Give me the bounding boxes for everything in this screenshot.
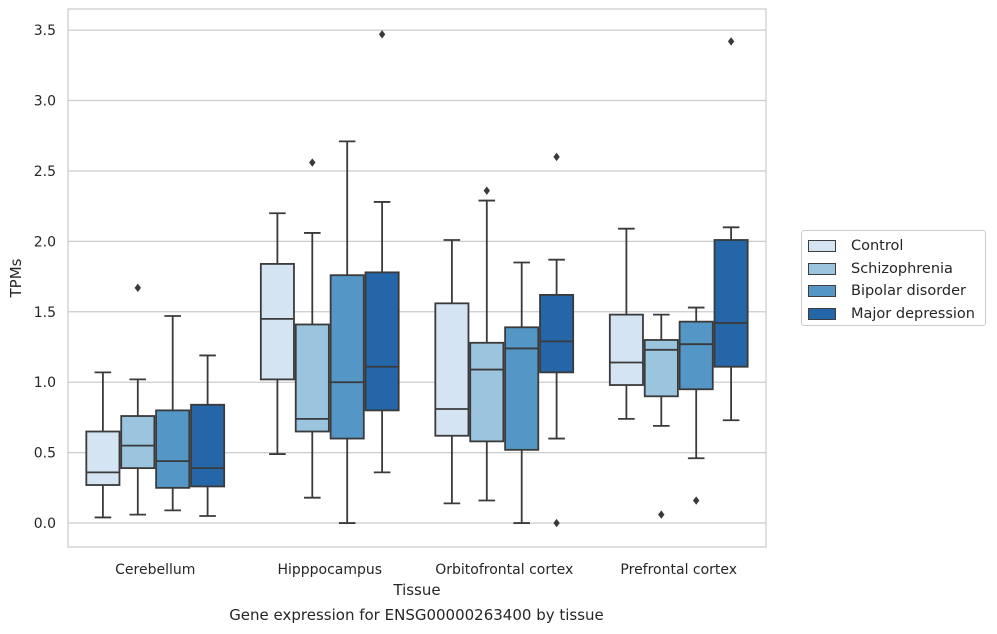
outlier-point bbox=[309, 158, 316, 167]
box-1-4 bbox=[190, 354, 226, 517]
box-3-2 bbox=[469, 186, 505, 502]
box-2-2 bbox=[294, 158, 330, 499]
y-tick-label: 2.0 bbox=[34, 234, 56, 250]
outlier-point bbox=[553, 518, 560, 528]
legend-item: Schizophrenia bbox=[808, 258, 979, 281]
box-4-1 bbox=[608, 227, 644, 420]
box-iqr bbox=[329, 274, 365, 440]
legend-item: Major depression bbox=[808, 303, 979, 326]
box-iqr bbox=[364, 271, 400, 412]
legend-item: Control bbox=[808, 235, 979, 258]
box-iqr bbox=[120, 415, 156, 470]
box-2-1 bbox=[259, 212, 295, 455]
legend: Control Schizophrenia Bipolar disorder Majo… bbox=[801, 230, 986, 326]
box-1-3 bbox=[155, 315, 191, 512]
box-iqr bbox=[190, 403, 226, 488]
box-iqr bbox=[643, 339, 679, 398]
outlier-point bbox=[378, 30, 386, 39]
y-tick-label: 2.5 bbox=[34, 164, 56, 180]
y-tick-label: 0.0 bbox=[34, 516, 56, 532]
y-tick-label: 1.5 bbox=[34, 305, 56, 321]
y-tick-label: 1.0 bbox=[34, 375, 56, 391]
box-2-4 bbox=[364, 30, 400, 474]
x-tick-label: Prefrontal cortex bbox=[620, 562, 737, 578]
box-4-3 bbox=[678, 306, 714, 505]
x-tick-label: Hipppocampus bbox=[277, 562, 382, 578]
y-axis-label: TPMs bbox=[7, 258, 25, 298]
box-4-2 bbox=[643, 313, 679, 519]
box-1-1 bbox=[85, 371, 121, 519]
box-iqr bbox=[504, 326, 540, 451]
outlier-point bbox=[727, 37, 735, 46]
box-1-2 bbox=[120, 283, 156, 516]
legend-label: Schizophrenia bbox=[851, 260, 953, 277]
y-tick-label: 0.5 bbox=[34, 446, 56, 462]
outlier-point bbox=[134, 283, 141, 293]
legend-label: Control bbox=[851, 238, 904, 255]
legend-swatch bbox=[808, 285, 836, 298]
outlier-point bbox=[483, 186, 490, 195]
legend-swatch bbox=[808, 307, 836, 320]
box-iqr bbox=[85, 430, 121, 486]
box-2-3 bbox=[329, 140, 365, 524]
box-3-3 bbox=[504, 261, 540, 524]
chart-caption: Gene expression for ENSG00000263400 by t… bbox=[229, 606, 604, 624]
y-tick-labels: 0.0 0.5 1.0 1.5 2.0 2.5 3.0 3.5 bbox=[34, 23, 56, 532]
legend-label: Bipolar disorder bbox=[851, 283, 966, 300]
legend-label: Major depression bbox=[851, 305, 975, 322]
outlier-point bbox=[553, 152, 560, 162]
x-tick-label: Cerebellum bbox=[115, 562, 195, 578]
legend-swatch bbox=[808, 262, 836, 275]
y-tick-label: 3.5 bbox=[34, 23, 56, 39]
x-axis-label: Tissue bbox=[392, 581, 440, 599]
y-tick-label: 3.0 bbox=[34, 94, 56, 110]
box-iqr bbox=[678, 320, 714, 391]
outlier-point bbox=[693, 496, 700, 505]
box-iqr bbox=[713, 239, 749, 368]
box-iqr bbox=[155, 409, 191, 489]
box-iqr bbox=[434, 302, 470, 437]
box-4-4 bbox=[713, 37, 749, 422]
box-iqr bbox=[259, 263, 295, 381]
x-tick-labels: Cerebellum Hipppocampus Orbitofrontal cort… bbox=[115, 562, 737, 578]
x-tick-label: Orbitofrontal cortex bbox=[435, 562, 573, 578]
box-iqr bbox=[608, 313, 644, 386]
legend-item: Bipolar disorder bbox=[808, 280, 979, 303]
legend-swatch bbox=[808, 240, 836, 253]
box-3-1 bbox=[434, 239, 470, 505]
box-iqr bbox=[469, 341, 505, 443]
outlier-point bbox=[658, 510, 665, 519]
box-series bbox=[85, 30, 749, 528]
box-3-4 bbox=[539, 152, 575, 528]
box-iqr bbox=[539, 294, 575, 374]
box-iqr bbox=[294, 323, 330, 433]
